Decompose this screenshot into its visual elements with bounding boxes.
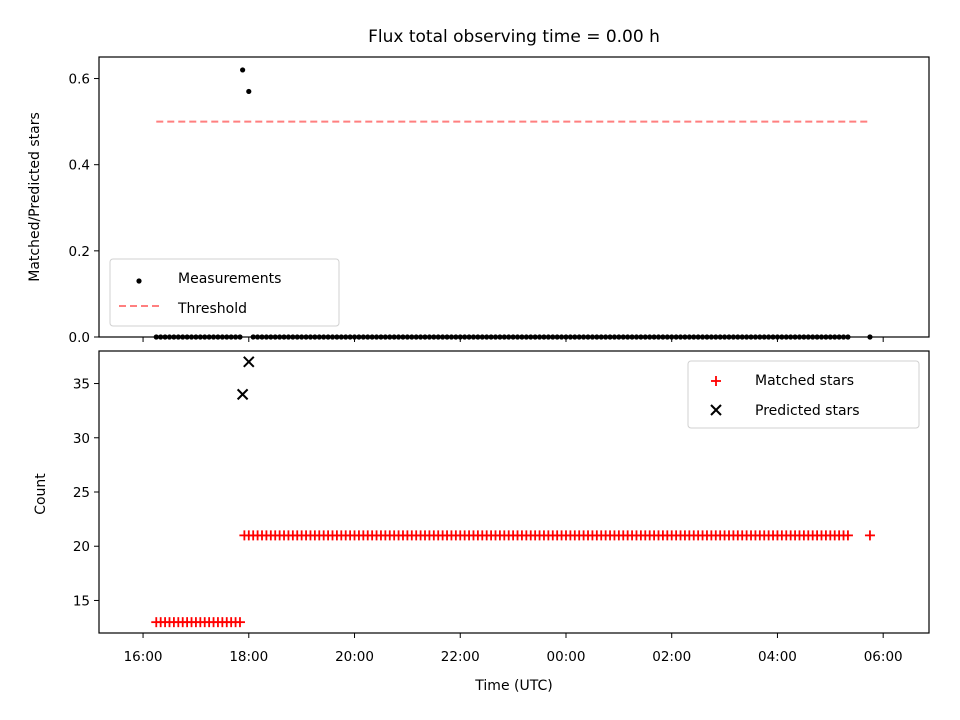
top-panel: 0.0 0.2 0.4 0.6 Measurements Threshold [69, 56, 930, 346]
top-y-tick-label: 0.2 [69, 244, 90, 260]
legend-matched-label: Matched stars [755, 373, 854, 389]
measurement-point [246, 88, 252, 95]
bottom-y-axis-label: Count [33, 473, 49, 515]
bottom-y-tick-label: 35 [73, 377, 90, 393]
predicted-star-point [243, 356, 255, 368]
bottom-y-tick-label: 20 [73, 539, 90, 555]
top-y-tick-label: 0.0 [69, 330, 90, 346]
chart-title: Flux total observing time = 0.00 h [368, 27, 660, 47]
x-tick-label: 06:00 [864, 649, 903, 665]
measurement-point [240, 67, 246, 73]
x-tick-label: 20:00 [335, 649, 374, 665]
legend-predicted-marker [710, 404, 722, 416]
x-tick-label: 02:00 [652, 649, 691, 665]
bottom-y-tick-label: 15 [73, 593, 90, 609]
top-legend-box [109, 258, 340, 327]
matched-star-point [842, 530, 853, 541]
predicted-star-point [236, 388, 249, 401]
matched-star-point [234, 617, 245, 628]
matched-star-point [864, 530, 875, 541]
x-tick-label: 16:00 [124, 649, 163, 665]
top-plot-frame [98, 56, 930, 338]
legend-matched-marker [711, 376, 721, 386]
bottom-y-tick-label: 30 [73, 431, 90, 447]
bottom-legend-box [687, 360, 920, 429]
legend-predicted-label: Predicted stars [755, 403, 860, 419]
top-legend: Measurements Threshold [109, 258, 340, 327]
top-y-axis-label: Matched/Predicted stars [27, 112, 43, 282]
bottom-panel: 15 20 25 30 35 16:00 18:00 20:00 22:00 00:00 02:00… [73, 350, 930, 665]
legend-threshold-label: Threshold [177, 301, 247, 317]
x-axis-label: Time (UTC) [474, 678, 552, 694]
x-tick-label: 22:00 [441, 649, 480, 665]
bottom-y-tick-label: 25 [73, 485, 90, 501]
bottom-legend: Matched stars Predicted stars [687, 360, 920, 429]
x-tick-label: 18:00 [229, 649, 268, 665]
x-tick-label: 04:00 [758, 649, 797, 665]
top-y-tick-label: 0.6 [69, 72, 90, 88]
x-tick-label: 00:00 [547, 649, 586, 665]
legend-measurements-label: Measurements [178, 271, 281, 287]
legend-measurements-marker [136, 278, 142, 284]
top-y-tick-label: 0.4 [69, 158, 90, 174]
